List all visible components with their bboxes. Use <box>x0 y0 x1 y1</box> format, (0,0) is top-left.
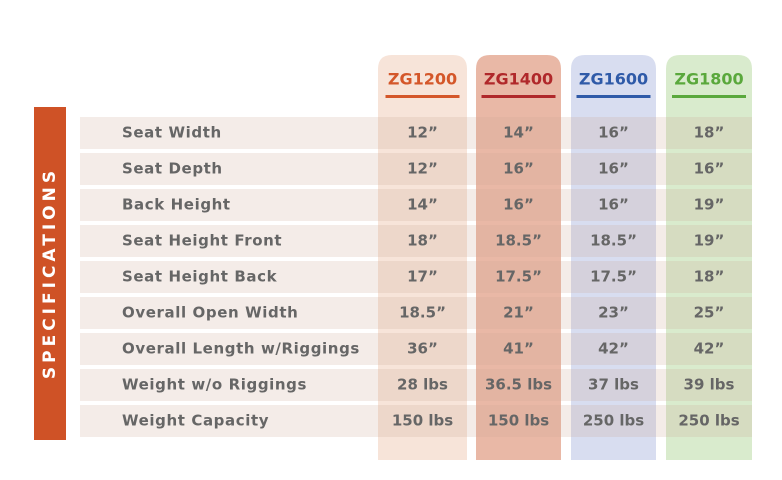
cell-value: 250 lbs <box>583 412 644 430</box>
cell-value: 23” <box>598 304 629 322</box>
row-stripe <box>80 297 752 329</box>
cell-value: 36.5 lbs <box>485 376 552 394</box>
row-label: Overall Open Width <box>122 304 298 322</box>
header-underline <box>385 95 460 98</box>
cell-value: 18.5” <box>495 232 542 250</box>
row-stripe <box>80 405 752 437</box>
cell-value: 16” <box>503 160 534 178</box>
cell-value: 25” <box>694 304 725 322</box>
cell-value: 39 lbs <box>684 376 735 394</box>
cell-value: 19” <box>694 196 725 214</box>
cell-value: 16” <box>598 160 629 178</box>
column-background <box>476 55 561 460</box>
cell-value: 18.5” <box>590 232 637 250</box>
column-header: ZG1800 <box>674 70 743 89</box>
row-label: Overall Length w/Riggings <box>122 340 360 358</box>
row-label: Weight Capacity <box>122 412 269 430</box>
cell-value: 36” <box>407 340 438 358</box>
cell-value: 18” <box>407 232 438 250</box>
cell-value: 17” <box>407 268 438 286</box>
cell-value: 41” <box>503 340 534 358</box>
row-stripe <box>80 333 752 365</box>
cell-value: 150 lbs <box>488 412 549 430</box>
cell-value: 19” <box>694 232 725 250</box>
cell-value: 42” <box>694 340 725 358</box>
cell-value: 17.5” <box>495 268 542 286</box>
column-header: ZG1600 <box>579 70 648 89</box>
cell-value: 17.5” <box>590 268 637 286</box>
cell-value: 250 lbs <box>678 412 739 430</box>
cell-value: 37 lbs <box>588 376 639 394</box>
row-stripe <box>80 153 752 185</box>
row-stripe <box>80 369 752 401</box>
header-underline <box>672 95 746 98</box>
cell-value: 150 lbs <box>392 412 453 430</box>
row-label: Seat Depth <box>122 160 223 178</box>
cell-value: 28 lbs <box>397 376 448 394</box>
row-label: Weight w/o Riggings <box>122 376 307 394</box>
cell-value: 16” <box>694 160 725 178</box>
cell-value: 16” <box>598 196 629 214</box>
side-bar <box>34 107 66 440</box>
row-stripe <box>80 117 752 149</box>
row-stripe <box>80 261 752 293</box>
cell-value: 12” <box>407 160 438 178</box>
column-background <box>666 55 752 460</box>
cell-value: 18.5” <box>399 304 446 322</box>
cell-value: 14” <box>503 124 534 142</box>
cell-value: 18” <box>694 124 725 142</box>
header-underline <box>576 95 651 98</box>
cell-value: 16” <box>503 196 534 214</box>
column-background <box>571 55 656 460</box>
row-label: Seat Width <box>122 124 222 142</box>
column-header: ZG1200 <box>388 70 457 89</box>
header-underline <box>481 95 556 98</box>
cell-value: 18” <box>694 268 725 286</box>
row-stripe <box>80 225 752 257</box>
cell-value: 12” <box>407 124 438 142</box>
row-stripe <box>80 189 752 221</box>
cell-value: 42” <box>598 340 629 358</box>
row-label: Seat Height Back <box>122 268 278 286</box>
side-label: SPECIFICATIONS <box>40 167 60 379</box>
row-label: Back Height <box>122 196 231 214</box>
cell-value: 16” <box>598 124 629 142</box>
column-header: ZG1400 <box>484 70 553 89</box>
cell-value: 14” <box>407 196 438 214</box>
cell-value: 21” <box>503 304 534 322</box>
row-label: Seat Height Front <box>122 232 282 250</box>
column-background <box>378 55 467 460</box>
